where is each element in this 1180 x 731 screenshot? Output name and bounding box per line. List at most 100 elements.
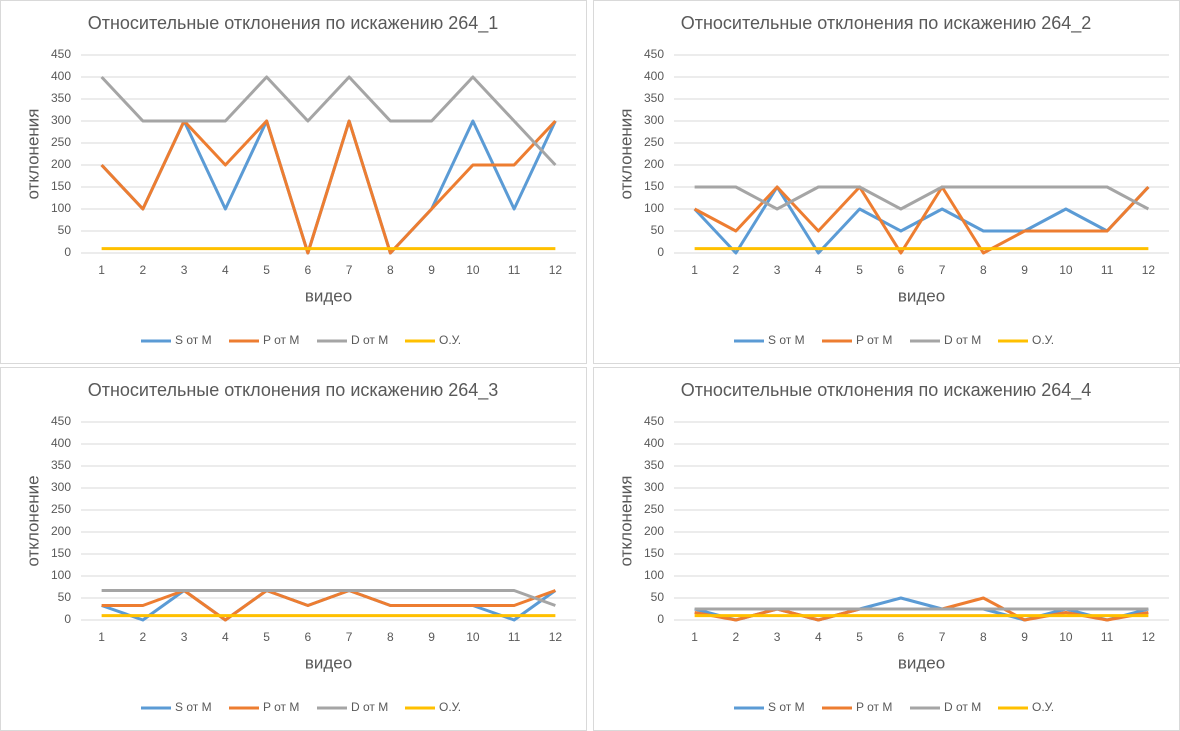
series-line <box>693 185 1150 255</box>
y-tick-label: 300 <box>51 480 71 494</box>
x-tick-label: 2 <box>140 263 147 277</box>
x-tick-label: 9 <box>428 263 435 277</box>
chart: Относительные отклонения по искажению 26… <box>0 367 587 731</box>
y-tick-label: 250 <box>51 502 71 516</box>
legend-label: O.У. <box>1032 333 1054 347</box>
x-axis-title: видео <box>898 286 945 305</box>
y-axis-title: отклонения <box>23 109 42 200</box>
chart: Относительные отклонения по искажению 26… <box>0 0 587 364</box>
legend-label: D от M <box>351 700 388 714</box>
series-line <box>100 119 557 255</box>
y-tick-label: 50 <box>58 590 72 604</box>
y-tick-label: 100 <box>51 568 71 582</box>
x-tick-label: 8 <box>980 630 987 644</box>
y-tick-label: 200 <box>51 524 71 538</box>
y-axis-title: отклонения <box>616 476 635 567</box>
x-tick-label: 7 <box>346 630 353 644</box>
series-line <box>101 589 556 622</box>
x-tick-label: 3 <box>181 263 188 277</box>
y-tick-label: 300 <box>644 113 664 127</box>
x-tick-label: 1 <box>98 630 105 644</box>
x-axis-title: видео <box>305 286 352 305</box>
series-line <box>100 75 557 167</box>
y-tick-label: 350 <box>51 458 71 472</box>
legend-label: P от M <box>263 700 299 714</box>
x-tick-label: 12 <box>549 263 563 277</box>
x-axis-title: видео <box>898 653 945 672</box>
x-tick-label: 9 <box>1021 263 1028 277</box>
legend-label: S от M <box>175 333 212 347</box>
x-tick-label: 4 <box>815 630 822 644</box>
y-tick-label: 250 <box>644 135 664 149</box>
x-tick-label: 5 <box>263 263 270 277</box>
y-tick-label: 150 <box>51 546 71 560</box>
y-axis-title: отклонения <box>616 109 635 200</box>
y-tick-label: 450 <box>644 47 664 61</box>
x-tick-label: 6 <box>898 630 905 644</box>
x-tick-label: 5 <box>856 630 863 644</box>
legend-label: O.У. <box>439 700 461 714</box>
y-tick-label: 150 <box>644 546 664 560</box>
x-tick-label: 7 <box>939 263 946 277</box>
y-tick-label: 400 <box>51 436 71 450</box>
x-tick-label: 8 <box>980 263 987 277</box>
legend-label: P от M <box>856 333 892 347</box>
y-tick-label: 0 <box>657 612 664 626</box>
x-tick-label: 10 <box>466 263 480 277</box>
legend-label: S от M <box>175 700 212 714</box>
y-tick-label: 450 <box>644 414 664 428</box>
x-tick-label: 8 <box>387 263 394 277</box>
y-tick-label: 100 <box>644 568 664 582</box>
y-tick-label: 250 <box>644 502 664 516</box>
y-tick-label: 350 <box>644 91 664 105</box>
x-tick-label: 3 <box>181 630 188 644</box>
y-tick-label: 50 <box>651 590 665 604</box>
x-tick-label: 11 <box>1101 630 1114 644</box>
x-tick-label: 11 <box>1101 263 1114 277</box>
x-tick-label: 7 <box>939 630 946 644</box>
y-tick-label: 150 <box>51 179 71 193</box>
chart-title: Относительные отклонения по искажению 26… <box>88 13 499 34</box>
legend-label: D от M <box>944 700 981 714</box>
y-tick-label: 150 <box>644 179 664 193</box>
y-tick-label: 300 <box>51 113 71 127</box>
y-tick-label: 200 <box>644 524 664 538</box>
series-line <box>101 589 556 607</box>
series-line <box>694 185 1150 211</box>
y-tick-label: 200 <box>51 157 71 171</box>
y-tick-label: 450 <box>51 414 71 428</box>
x-tick-label: 11 <box>508 263 521 277</box>
x-tick-label: 2 <box>733 263 740 277</box>
x-tick-label: 12 <box>1142 630 1156 644</box>
x-tick-label: 3 <box>774 630 781 644</box>
x-tick-label: 1 <box>98 263 105 277</box>
x-tick-label: 4 <box>222 263 229 277</box>
legend-label: O.У. <box>1032 700 1054 714</box>
chart: Относительные отклонения по искажению 26… <box>593 367 1180 731</box>
chart-title: Относительные отклонения по искажению 26… <box>681 380 1092 401</box>
x-tick-label: 6 <box>305 263 312 277</box>
y-axis-title: отклонение <box>23 475 42 566</box>
y-tick-label: 450 <box>51 47 71 61</box>
x-axis-title: видео <box>305 653 352 672</box>
y-tick-label: 0 <box>657 245 664 259</box>
y-tick-label: 50 <box>58 223 72 237</box>
y-tick-label: 0 <box>64 245 71 259</box>
chart-title: Относительные отклонения по искажению 26… <box>88 380 499 401</box>
x-tick-label: 8 <box>387 630 394 644</box>
x-tick-label: 2 <box>733 630 740 644</box>
x-tick-label: 11 <box>508 630 521 644</box>
x-tick-label: 10 <box>1059 630 1073 644</box>
legend-label: S от M <box>768 700 805 714</box>
x-tick-label: 1 <box>691 630 698 644</box>
y-tick-label: 200 <box>644 157 664 171</box>
legend-label: P от M <box>263 333 299 347</box>
legend-label: S от M <box>768 333 805 347</box>
x-tick-label: 5 <box>856 263 863 277</box>
y-tick-label: 250 <box>51 135 71 149</box>
y-tick-label: 350 <box>644 458 664 472</box>
y-tick-label: 350 <box>51 91 71 105</box>
x-tick-label: 12 <box>549 630 563 644</box>
chart: Относительные отклонения по искажению 26… <box>593 0 1180 364</box>
